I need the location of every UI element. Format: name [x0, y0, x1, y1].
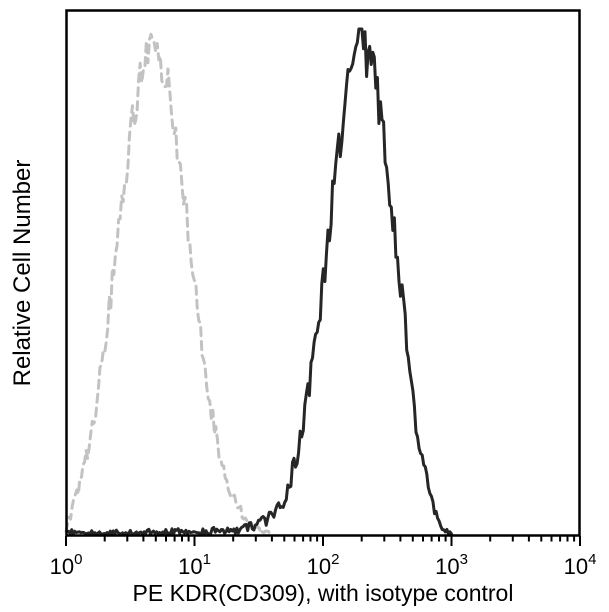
series-pe-kdr-cd309- — [67, 27, 453, 536]
x-axis-ticks — [65, 536, 581, 546]
x-tick-label-10e4: 104 — [564, 551, 597, 579]
x-tick-marks — [65, 536, 581, 546]
y-axis-label: Relative Cell Number — [9, 160, 36, 387]
x-axis-label: PE KDR(CD309), with isotype control — [133, 580, 514, 606]
x-axis-tick-labels: 100 101 102 103 104 — [50, 551, 597, 579]
histogram-curves — [64, 27, 453, 536]
x-tick-label-10e1: 101 — [178, 551, 211, 579]
x-tick-label-10e3: 103 — [435, 551, 468, 579]
x-tick-label-10e2: 102 — [307, 551, 340, 579]
x-tick-label-10e0: 100 — [50, 551, 83, 579]
plot-border — [65, 9, 581, 537]
series-isotype-control — [64, 32, 274, 536]
